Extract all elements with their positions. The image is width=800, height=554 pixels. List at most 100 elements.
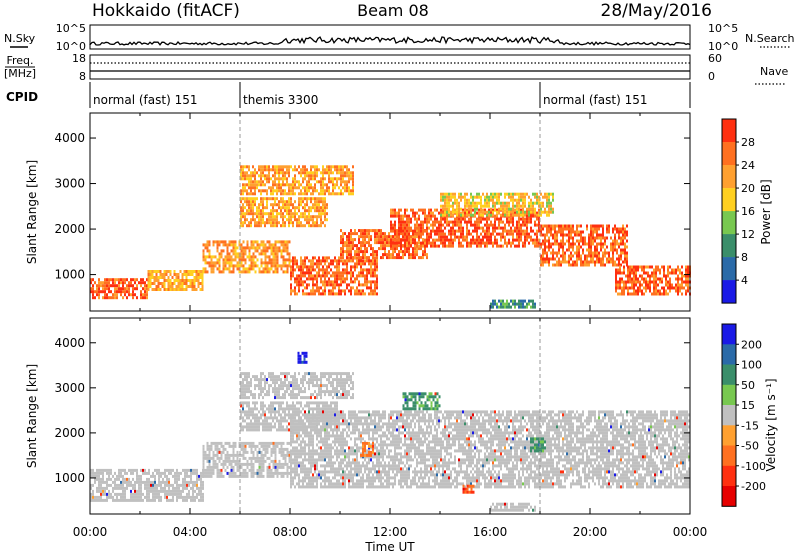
velocity-echo-region [297,351,308,364]
power-colorbar-tick-label: 8 [741,251,748,264]
time-axis: 00:00 04:00 08:00 12:00 16:00 20:00 00:00 [73,525,708,539]
velocity-heatmap [90,318,690,514]
nsky-tick-bottom: 10^0 [56,40,86,53]
power-echo-region [490,299,536,309]
power-echo-region [440,192,554,217]
velocity-colorbar: 200 100 50 15 -15 -50 -100 -200 [721,323,766,507]
velocity-echo-region [90,468,204,502]
power-colorbar-tick-label: 16 [741,205,755,218]
power-axes: 1000 2000 3000 4000 [54,113,691,311]
xtick-label: 20:00 [573,525,608,539]
power-colorbar-swatch [722,119,736,143]
xaxis-label: Time UT [364,540,415,554]
freq-panel-frame [89,54,691,80]
power-echo-region [540,224,628,267]
power-colorbar-swatch [722,142,736,166]
velocity-colorbar-swatch [722,425,736,446]
date-title: 28/May/2016 [601,1,713,21]
xtick-label: 16:00 [473,525,508,539]
power-echo-region [202,240,291,274]
cpid-segment-label: normal (fast) 151 [543,93,647,107]
cpid-label: CPID [6,90,38,104]
power-colorbar-swatch [722,165,736,189]
velocity-ytick-label: 1000 [54,471,85,485]
velocity-colorbar-swatch [722,445,736,467]
velocity-ytick-label: 4000 [54,336,85,350]
power-colorbar-tick-label: 24 [741,159,755,172]
velocity-colorbar-swatch [722,384,736,406]
velocity-echo-region [360,441,374,457]
velocity-colorbar-tick-label: -50 [741,440,759,453]
velocity-echo-region [490,502,536,512]
nsearch-tick-bottom: 10^0 [708,40,738,53]
power-colorbar-label: Power [dB] [759,179,773,244]
velocity-echo-region [530,437,546,453]
velocity-colorbar-swatch [722,465,736,487]
xtick-label: 12:00 [373,525,408,539]
station-title: Hokkaido (fitACF) [92,1,240,21]
power-colorbar: 28 24 20 16 12 8 4 [721,118,755,304]
power-colorbar-tick-label: 28 [741,136,755,149]
velocity-colorbar-frame [721,323,737,507]
beam-title: Beam 08 [357,1,429,20]
cpid-segment-label: normal (fast) 151 [93,93,197,107]
power-ytick-label: 4000 [54,131,85,145]
velocity-echo-region [402,392,441,411]
velocity-colorbar-label: Velocity [m s⁻¹] [764,378,778,471]
velocity-colorbar-tick-label: 15 [741,399,755,412]
power-echo-region [390,208,540,248]
power-colorbar-tick-label: 4 [741,274,748,287]
power-ytick-label: 1000 [54,268,85,282]
power-heatmap [90,113,691,311]
xtick-label: 08:00 [273,525,308,539]
velocity-axes: 1000 2000 3000 4000 [54,318,691,514]
xtick-label: 00:00 [73,525,108,539]
velocity-ylabel: Slant Range [km] [25,364,39,468]
power-ylabel: Slant Range [km] [25,160,39,264]
power-echo-region [240,197,328,228]
velocity-echo-region [462,484,475,494]
nsky-trace [89,36,691,46]
power-ytick-label: 2000 [54,222,85,236]
power-colorbar-swatch [722,280,736,304]
velocity-colorbar-tick-label: -200 [741,480,766,493]
velocity-colorbar-swatch [722,486,736,507]
nsky-label: N.Sky [4,32,36,45]
velocity-colorbar-tick-label: 50 [741,379,755,392]
power-colorbar-swatch [722,188,736,212]
velocity-colorbar-tick-label: -15 [741,419,759,432]
velocity-ytick-label: 3000 [54,381,85,395]
power-echo-region [290,256,378,296]
freq-tick-top: 18 [72,52,86,65]
xtick-label: 04:00 [173,525,208,539]
velocity-colorbar-swatch [722,324,736,345]
power-colorbar-tick-label: 20 [741,182,755,195]
velocity-echo-region [290,410,690,489]
velocity-echo-region [240,372,354,400]
power-echo-region [615,265,691,296]
velocity-echo-region [202,441,291,478]
velocity-colorbar-tick-label: 200 [741,338,762,351]
power-colorbar-swatch [722,211,736,235]
cpid-segment-label: themis 3300 [243,93,318,107]
nsky-tick-top: 10^5 [56,22,86,35]
power-echo-region [147,270,204,291]
power-echo-region [90,278,148,300]
power-ytick-label: 3000 [54,177,85,191]
power-colorbar-tick-label: 12 [741,228,755,241]
velocity-ytick-label: 2000 [54,426,85,440]
power-colorbar-swatch [722,257,736,281]
freq-unit-label: [MHz] [4,67,36,80]
velocity-colorbar-swatch [722,405,736,426]
velocity-colorbar-swatch [722,364,736,386]
power-colorbar-swatch [722,234,736,258]
velocity-colorbar-tick-label: 100 [741,359,762,372]
power-echo-region [240,165,354,196]
nsearch-label: N.Search [745,32,795,45]
velocity-colorbar-swatch [722,344,736,365]
nsearch-tick-top: 10^5 [708,22,738,35]
freq-tick-bottom: 8 [79,70,86,83]
xtick-label: 00:00 [673,525,708,539]
nsky-panel-frame [89,24,691,50]
